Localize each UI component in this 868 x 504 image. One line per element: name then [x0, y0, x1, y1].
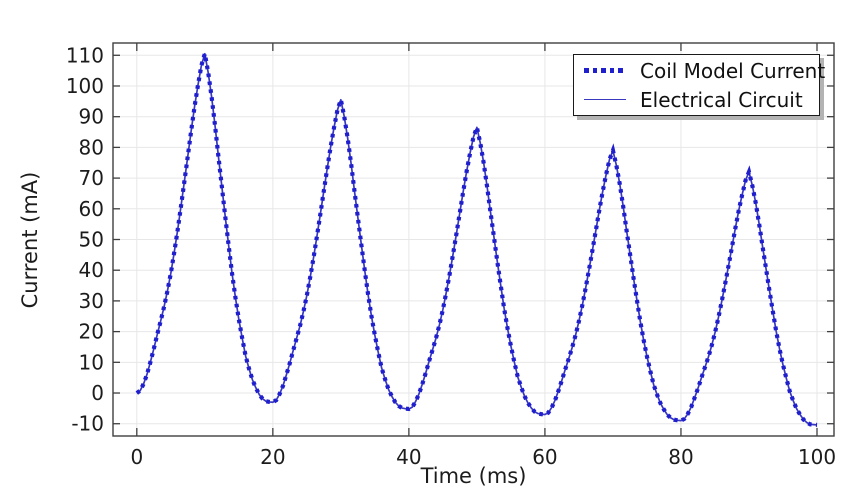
legend-box: Coil Model Current Electrical Circuit [573, 54, 825, 116]
y-tick-label: 10 [79, 350, 104, 374]
dotted-line-icon [584, 68, 623, 73]
y-tick-label: 70 [79, 166, 104, 190]
x-tick-label: 40 [396, 445, 421, 469]
legend-item-coil-model-current: Coil Model Current [584, 58, 825, 84]
legend-dotted-sample [584, 68, 628, 73]
y-tick-label: 90 [79, 105, 104, 129]
y-tick-label: 40 [79, 258, 104, 282]
x-tick-label: 20 [260, 445, 285, 469]
solid-line-icon [584, 99, 626, 100]
y-tick-label: 100 [66, 74, 104, 98]
x-tick-label: 0 [130, 445, 143, 469]
x-tick-label: 80 [668, 445, 693, 469]
x-axis-title: Time (ms) [420, 464, 527, 488]
y-tick-label: 110 [66, 43, 104, 67]
legend-solid-sample [584, 99, 628, 100]
y-tick-label: 80 [79, 135, 104, 159]
x-tick-label: 60 [532, 445, 557, 469]
y-tick-label: 60 [79, 197, 104, 221]
legend-label-electrical-circuit: Electrical Circuit [640, 87, 803, 112]
y-tick-label: 20 [79, 320, 104, 344]
y-tick-label: 30 [79, 289, 104, 313]
y-tick-label: -10 [71, 412, 104, 436]
y-tick-label: 50 [79, 228, 104, 252]
electrical-circuit-line [136, 52, 818, 426]
x-tick-label: 100 [798, 445, 836, 469]
y-tick-label: 0 [91, 381, 104, 405]
legend-item-electrical-circuit: Electrical Circuit [584, 87, 819, 113]
legend-label-coil-model-current: Coil Model Current [640, 58, 826, 83]
y-axis-title: Current (mA) [18, 171, 42, 309]
